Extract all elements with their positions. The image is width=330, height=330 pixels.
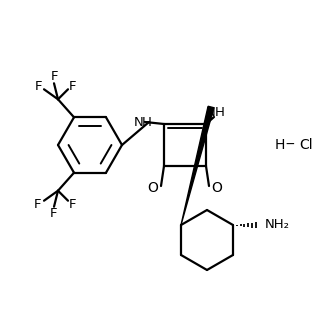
Text: F: F — [69, 198, 77, 211]
Text: ‒: ‒ — [286, 138, 294, 152]
Text: F: F — [34, 80, 42, 93]
Text: H: H — [142, 115, 152, 128]
Polygon shape — [181, 106, 214, 225]
Text: H: H — [215, 106, 225, 118]
Text: F: F — [50, 207, 58, 220]
Text: N: N — [206, 106, 216, 118]
Text: H: H — [275, 138, 285, 152]
Text: O: O — [212, 181, 222, 195]
Text: F: F — [69, 80, 77, 93]
Text: O: O — [148, 181, 158, 195]
Text: F: F — [50, 70, 58, 83]
Text: F: F — [34, 198, 42, 211]
Text: Cl: Cl — [299, 138, 313, 152]
Text: NH₂: NH₂ — [265, 218, 290, 232]
Text: N: N — [134, 115, 144, 128]
